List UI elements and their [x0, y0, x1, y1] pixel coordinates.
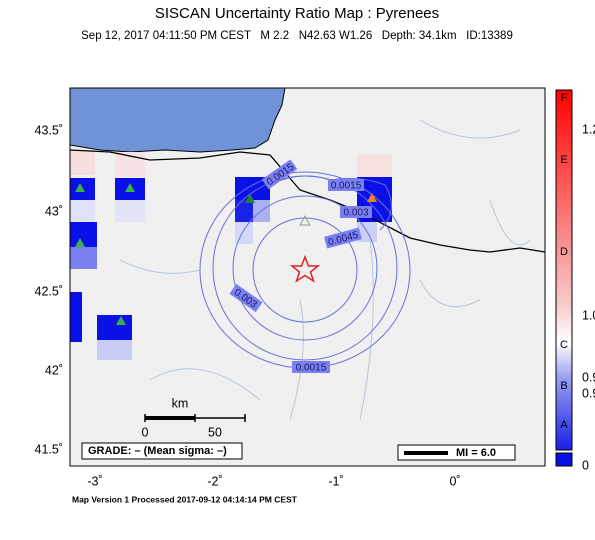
- station: [75, 183, 85, 192]
- station: [116, 316, 126, 325]
- cell: [70, 292, 82, 342]
- cell: [70, 247, 97, 269]
- colorbar: F E D C B A 1.2 1.0 0.9 0.9 0: [555, 89, 595, 472]
- footer: Map Version 1 Processed 2017-09-12 04:14…: [72, 494, 298, 504]
- cell: [235, 222, 253, 244]
- label-box: [261, 159, 298, 190]
- contour: [252, 217, 358, 323]
- lon-labels: -3˚ -2˚ -1˚ 0˚: [87, 474, 460, 488]
- cell: [235, 177, 270, 200]
- cell: [357, 155, 392, 177]
- grade-letter: D: [560, 246, 568, 258]
- lon-label: -2˚: [207, 474, 222, 488]
- cell: [115, 200, 145, 222]
- contour-label: 0.0015: [331, 181, 362, 192]
- lon-label: -1˚: [328, 474, 343, 488]
- label-box: [328, 179, 364, 191]
- colorbar-value: 1.2: [582, 122, 595, 136]
- cell: [97, 315, 132, 340]
- contour: [269, 175, 392, 231]
- title: SISCAN Uncertainty Ratio Map : Pyrenees: [155, 5, 439, 22]
- lat-labels: 43.5˚ 43˚ 42.5˚ 42˚ 41.5˚: [35, 123, 64, 456]
- scale-tick: 0: [142, 425, 149, 439]
- grade-letter: F: [561, 92, 568, 104]
- colorbar-value: 0.9: [582, 386, 595, 400]
- lat-label: 43.5˚: [35, 123, 64, 137]
- station: [367, 193, 377, 202]
- grade-letter: B: [560, 380, 567, 392]
- colorbar-floor: [555, 452, 573, 467]
- lon-label: -3˚: [87, 474, 102, 488]
- colorbar-value: 1.0: [582, 308, 595, 322]
- lat-label: 42.5˚: [35, 284, 64, 298]
- label-box: [229, 283, 263, 313]
- rivers: [119, 119, 531, 421]
- grade-box: [81, 442, 243, 460]
- colorbar-value: 0.9: [582, 370, 595, 384]
- cell: [70, 222, 97, 247]
- station: [299, 214, 311, 226]
- grade: GRADE: – (Mean sigma: –): [88, 445, 227, 457]
- lat-label: 42˚: [45, 363, 63, 377]
- cell: [97, 340, 132, 360]
- contour: [232, 195, 378, 341]
- cell: [70, 150, 95, 175]
- label-box: [292, 361, 330, 373]
- colorbar-scale: [555, 89, 573, 451]
- colorbar-value: 0: [582, 458, 589, 472]
- lat-label: 41.5˚: [35, 442, 64, 456]
- station: [75, 238, 85, 247]
- station: [245, 194, 255, 203]
- mi-box: [397, 444, 516, 461]
- station: [125, 183, 135, 192]
- scale-tick: 50: [208, 425, 222, 439]
- map: 0.0015 0.0015 0.003 0.0045 0.003 0.0015 …: [69, 87, 546, 467]
- mi-bar: [404, 451, 448, 455]
- scale-unit: km: [172, 396, 189, 410]
- grade-letter: C: [560, 339, 568, 351]
- label-box: [324, 227, 362, 249]
- grade-letter: A: [560, 419, 568, 431]
- scale-bar-fill: [145, 416, 195, 420]
- sea: [69, 87, 286, 153]
- mi-label: MI = 6.0: [456, 447, 496, 459]
- cell: [235, 200, 253, 222]
- epicenter: [289, 254, 321, 283]
- lon-label: 0˚: [449, 474, 460, 488]
- lat-label: 43˚: [45, 204, 63, 218]
- contour-label: 0.003: [343, 208, 368, 219]
- label-box: [340, 206, 372, 218]
- frame: [69, 87, 546, 467]
- contour-label: 0.0015: [296, 363, 327, 374]
- cell: [70, 200, 95, 222]
- subtitle: Sep 12, 2017 04:11:50 PM CEST M 2.2 N42.…: [81, 30, 513, 42]
- grade-letter: E: [560, 154, 567, 166]
